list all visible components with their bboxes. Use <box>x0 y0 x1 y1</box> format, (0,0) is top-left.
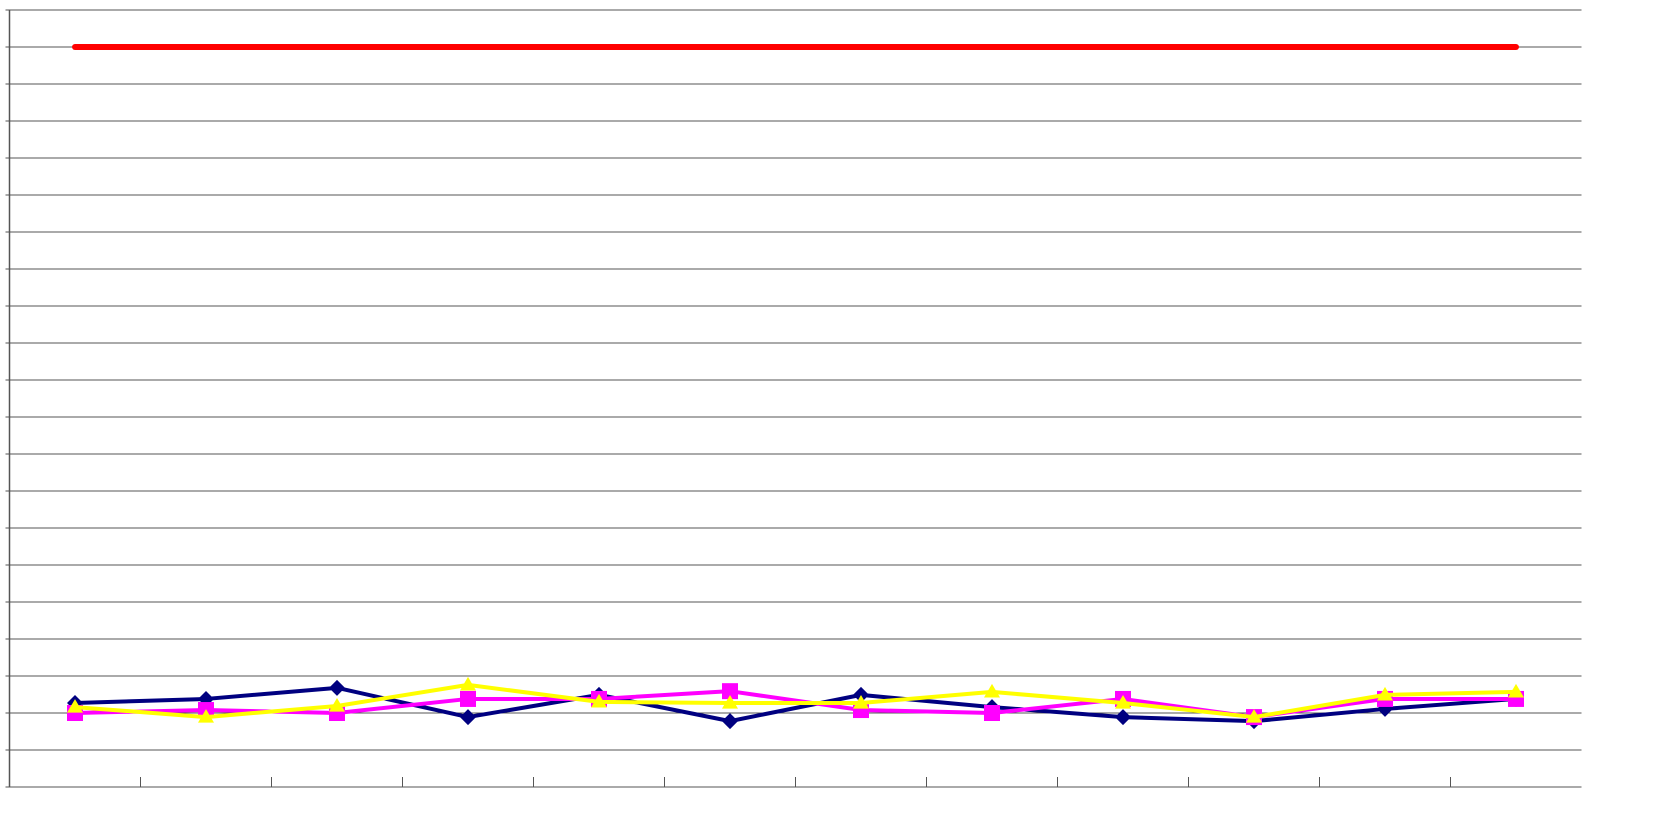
series-line <box>73 682 1518 720</box>
marker <box>67 699 83 713</box>
marker <box>329 697 345 712</box>
marker <box>722 695 738 709</box>
marker <box>591 693 607 708</box>
marker <box>1246 709 1262 723</box>
marker <box>853 686 869 703</box>
marker <box>1508 683 1524 698</box>
marker <box>460 709 476 726</box>
marker <box>984 705 1000 721</box>
marker <box>198 709 214 723</box>
series-line <box>73 685 1518 724</box>
marker <box>1377 686 1393 701</box>
marker <box>722 713 738 730</box>
marker <box>1115 695 1131 709</box>
marker <box>984 683 1000 698</box>
marker <box>853 695 869 709</box>
marker <box>460 690 476 707</box>
marker <box>329 679 345 696</box>
marker <box>722 683 738 700</box>
marker <box>460 676 476 691</box>
marker <box>1115 709 1131 726</box>
